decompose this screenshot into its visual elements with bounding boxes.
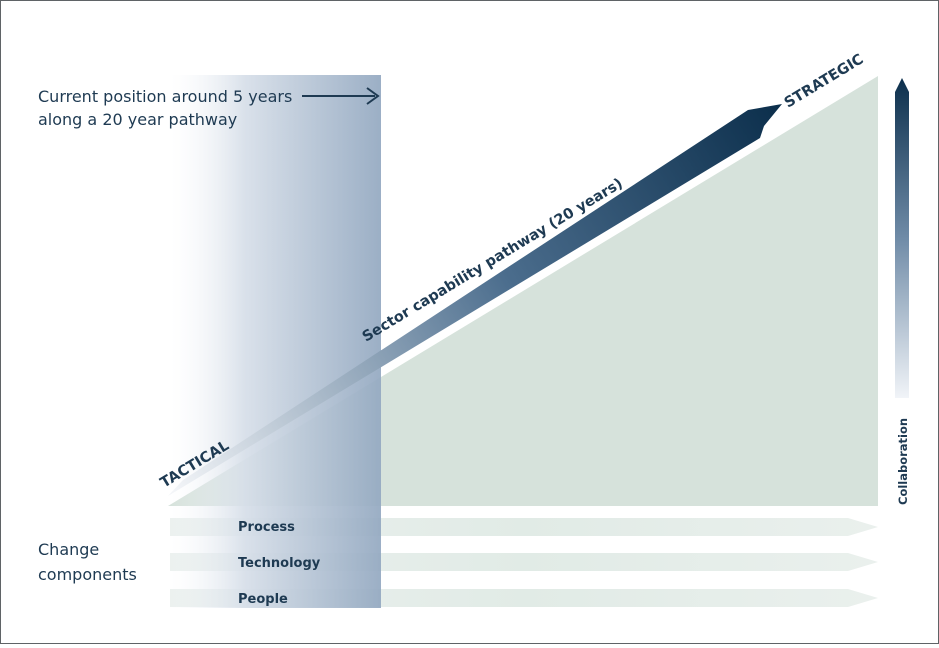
collaboration-arrow: [895, 78, 909, 398]
collaboration-label: Collaboration: [896, 418, 910, 505]
current-position-label-line1: Current position around 5 years: [38, 87, 292, 106]
change-components-label-line2: components: [38, 565, 137, 584]
current-position-label-line2: along a 20 year pathway: [38, 110, 237, 129]
current-position-band: [170, 75, 381, 608]
change-components-label-line1: Change: [38, 540, 99, 559]
component-label-people: People: [238, 592, 288, 607]
pathway-arrow: [168, 104, 782, 496]
component-label-technology: Technology: [238, 556, 321, 571]
component-label-process: Process: [238, 520, 295, 535]
arrow-head-icon: [366, 87, 380, 105]
